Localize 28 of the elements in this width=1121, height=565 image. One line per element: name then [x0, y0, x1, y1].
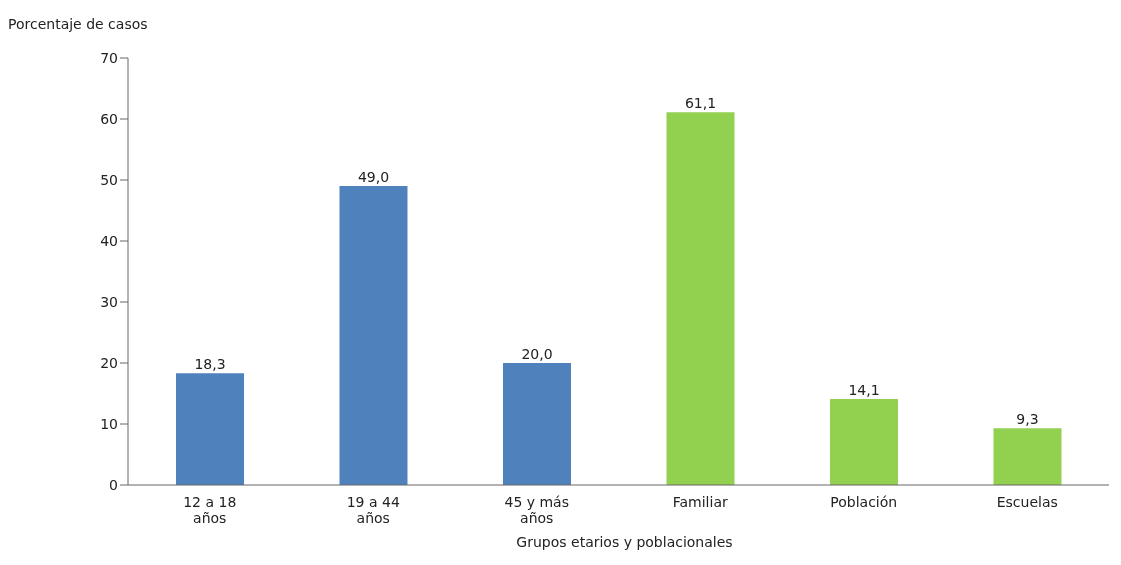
y-tick-label: 20	[100, 354, 118, 371]
x-axis-title: Grupos etarios y poblacionales	[515, 534, 734, 550]
bar	[830, 398, 898, 485]
bar	[339, 186, 408, 485]
data-label: 49,0	[357, 169, 390, 186]
y-tick-label: 10	[100, 415, 118, 432]
y-tick-label: 30	[100, 293, 118, 310]
data-label: 14,1	[848, 381, 880, 398]
x-tick-label: 19 a 44 años	[346, 494, 400, 526]
x-tick-label: Familiar	[672, 494, 728, 510]
data-label: 9,3	[1016, 411, 1039, 428]
x-tick-label: 12 a 18 años	[183, 494, 237, 526]
y-tick-label: 60	[100, 110, 118, 127]
x-tick-label: Escuelas	[996, 494, 1058, 510]
data-label: 20,0	[521, 346, 553, 362]
bar	[666, 112, 735, 485]
y-tick-label: 70	[100, 49, 118, 66]
bar	[176, 373, 244, 485]
y-axis-title: Porcentaje de casos	[8, 16, 148, 32]
bar	[503, 363, 571, 485]
data-label: 18,3	[194, 356, 226, 373]
y-tick-label: 0	[109, 476, 118, 493]
data-label: 61,1	[684, 95, 717, 112]
y-tick-label: 40	[100, 232, 118, 249]
bar	[993, 428, 1062, 485]
x-tick-label: Población	[830, 494, 898, 510]
y-tick-label: 50	[100, 171, 118, 188]
x-tick-label: 45 y más años	[504, 494, 570, 526]
